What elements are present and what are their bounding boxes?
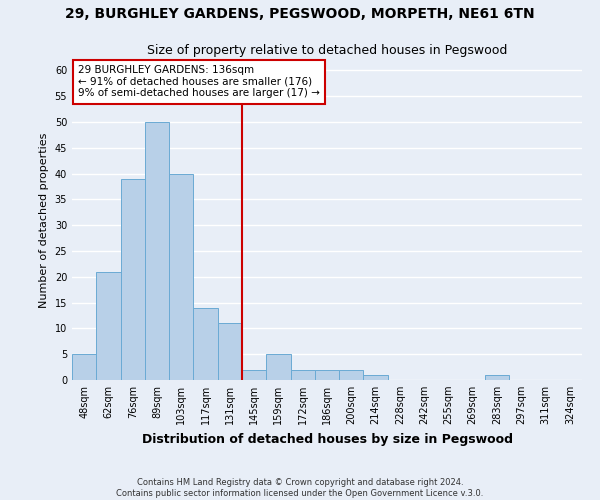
Bar	[96, 272, 121, 380]
Text: 29, BURGHLEY GARDENS, PEGSWOOD, MORPETH, NE61 6TN: 29, BURGHLEY GARDENS, PEGSWOOD, MORPETH,…	[65, 8, 535, 22]
Bar	[72, 354, 96, 380]
Text: Contains HM Land Registry data © Crown copyright and database right 2024.
Contai: Contains HM Land Registry data © Crown c…	[116, 478, 484, 498]
Bar	[266, 354, 290, 380]
Bar	[193, 308, 218, 380]
Title: Size of property relative to detached houses in Pegswood: Size of property relative to detached ho…	[147, 44, 507, 58]
Bar	[315, 370, 339, 380]
Bar	[218, 323, 242, 380]
Bar	[339, 370, 364, 380]
Y-axis label: Number of detached properties: Number of detached properties	[39, 132, 49, 308]
Bar	[290, 370, 315, 380]
Bar	[485, 375, 509, 380]
Bar	[121, 178, 145, 380]
Bar	[364, 375, 388, 380]
Bar	[145, 122, 169, 380]
X-axis label: Distribution of detached houses by size in Pegswood: Distribution of detached houses by size …	[142, 432, 512, 446]
Bar	[169, 174, 193, 380]
Bar	[242, 370, 266, 380]
Text: 29 BURGHLEY GARDENS: 136sqm
← 91% of detached houses are smaller (176)
9% of sem: 29 BURGHLEY GARDENS: 136sqm ← 91% of det…	[78, 65, 320, 98]
